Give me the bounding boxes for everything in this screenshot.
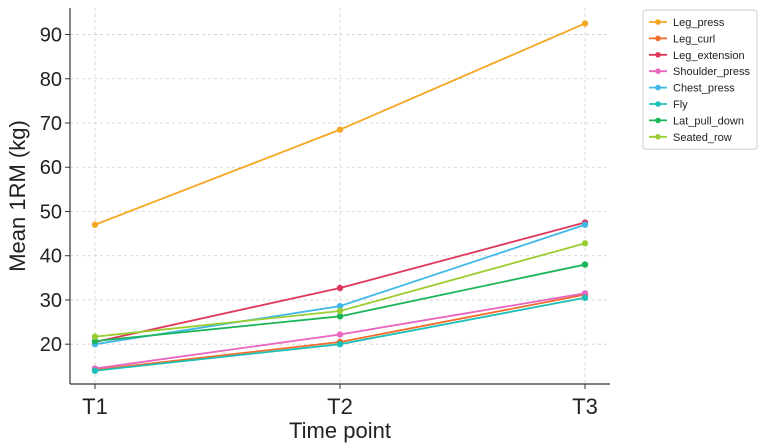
legend-label: Leg_press: [673, 17, 725, 29]
data-point: [91, 221, 99, 228]
x-axis-title: Time point: [289, 418, 391, 443]
data-point: [91, 333, 99, 340]
legend-swatch-marker: [655, 35, 661, 42]
x-tick-label: T2: [327, 394, 353, 419]
data-point: [581, 221, 589, 228]
legend-label: Seated_row: [673, 132, 732, 144]
y-axis-title: Mean 1RM (kg): [5, 120, 30, 272]
series-fly: [91, 294, 589, 374]
data-point: [336, 126, 344, 133]
y-tick-label: 80: [40, 69, 62, 91]
data-point: [336, 313, 344, 320]
legend-label: Leg_curl: [673, 33, 715, 45]
series-seated-row: [91, 240, 589, 340]
data-point: [91, 337, 99, 345]
legend-label: Shoulder_press: [673, 66, 751, 78]
legend-swatch-marker: [655, 134, 661, 140]
series-line: [94, 221, 586, 343]
data-point: [336, 302, 344, 310]
legend-label: Fly: [673, 99, 688, 111]
grid: [70, 8, 610, 384]
legend-item: Lat_pull_down: [649, 115, 744, 127]
x-tick-label: T1: [82, 394, 108, 419]
series-lat-pull-down: [91, 261, 589, 345]
x-tick-label: T3: [572, 394, 598, 419]
legend-swatch-marker: [655, 117, 661, 124]
y-tick-label: 30: [40, 290, 62, 312]
y-tick-label: 20: [40, 334, 62, 356]
legend-box: [642, 9, 758, 150]
legend-item: Shoulder_press: [649, 66, 751, 78]
data-point: [336, 331, 344, 338]
y-tick-label: 50: [40, 201, 62, 223]
legend-label: Leg_extension: [673, 50, 745, 62]
data-point: [581, 261, 589, 268]
legend-item: Chest_press: [649, 83, 735, 95]
legend-item: Leg_press: [649, 17, 725, 29]
legend-item: Leg_curl: [649, 33, 715, 45]
series-lines: [91, 20, 589, 374]
data-point: [581, 240, 589, 247]
legend-label: Chest_press: [673, 83, 735, 95]
data-point: [336, 284, 344, 292]
legend-item: Fly: [649, 99, 688, 111]
legend-swatch-marker: [655, 19, 661, 25]
legend-swatch-marker: [655, 68, 661, 74]
y-tick-label: 60: [40, 157, 62, 179]
legend-item: Leg_extension: [649, 50, 745, 62]
x-ticks: T1 T2 T3: [82, 384, 598, 419]
y-tick-label: 40: [40, 246, 62, 268]
legend-swatch-marker: [655, 101, 661, 107]
y-tick-label: 70: [40, 113, 62, 135]
data-point: [581, 290, 589, 297]
legend-item: Seated_row: [649, 132, 732, 144]
data-point: [91, 367, 99, 374]
data-point: [581, 20, 589, 27]
legend-swatch-marker: [655, 52, 661, 58]
data-point: [336, 307, 344, 315]
legend-label: Lat_pull_down: [673, 115, 744, 127]
legend: Leg_press Leg_curl Leg_extension Shoulder_p…: [642, 9, 758, 150]
y-ticks: 20 30 40 50 60 70 80 90: [40, 25, 70, 356]
data-point: [336, 340, 344, 348]
legend-swatch-marker: [655, 84, 661, 91]
y-tick-label: 90: [40, 25, 62, 47]
series-leg-press: [91, 20, 589, 228]
data-point: [581, 294, 589, 301]
